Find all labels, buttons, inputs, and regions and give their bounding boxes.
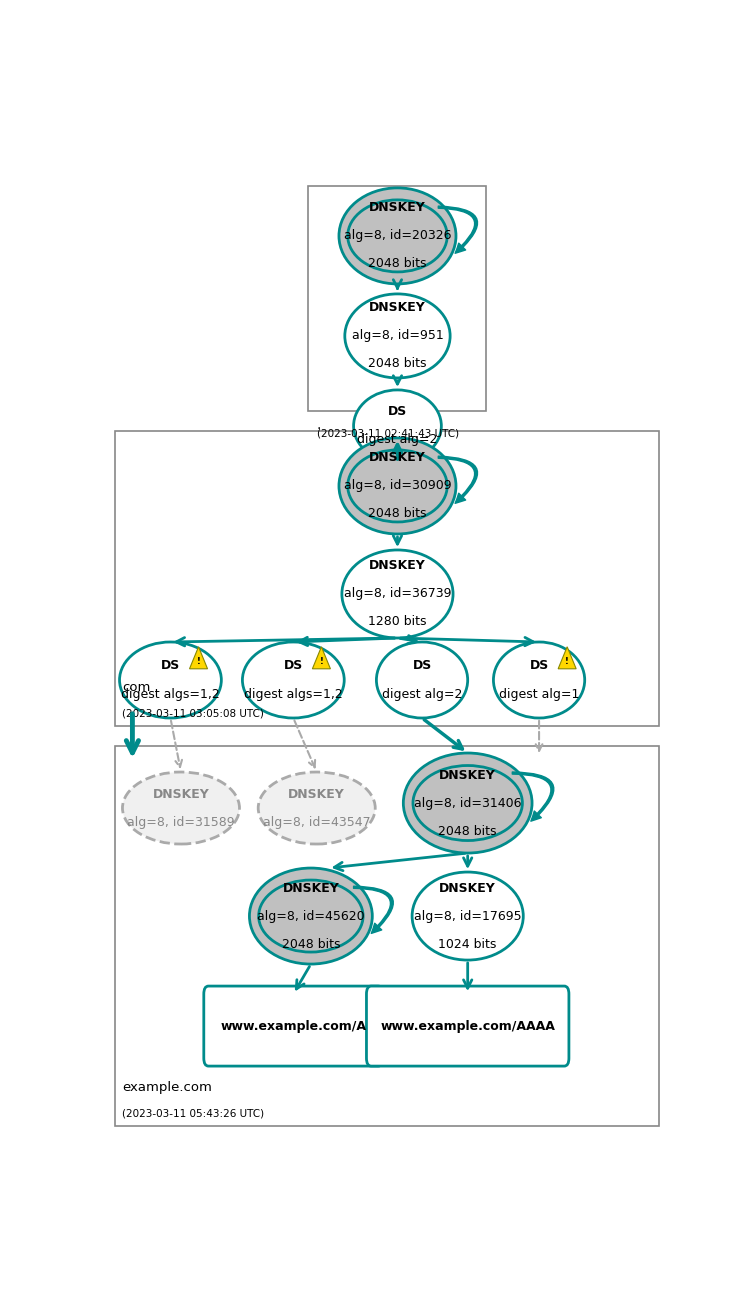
- FancyArrowPatch shape: [438, 456, 477, 503]
- Text: digest algs=1,2: digest algs=1,2: [244, 687, 343, 700]
- Text: 2048 bits: 2048 bits: [368, 257, 427, 270]
- Ellipse shape: [403, 753, 532, 853]
- Text: 2048 bits: 2048 bits: [439, 825, 497, 838]
- Text: DNSKEY: DNSKEY: [153, 787, 209, 800]
- Text: DNSKEY: DNSKEY: [369, 301, 426, 314]
- Text: (2023-03-11 02:41:43 UTC): (2023-03-11 02:41:43 UTC): [317, 429, 459, 439]
- Ellipse shape: [119, 642, 221, 718]
- Text: digest algs=1,2: digest algs=1,2: [121, 687, 220, 700]
- Text: DNSKEY: DNSKEY: [282, 882, 339, 895]
- Text: DS: DS: [529, 660, 549, 673]
- Text: 1280 bits: 1280 bits: [368, 616, 427, 629]
- Bar: [115, 431, 659, 726]
- Text: (2023-03-11 05:43:26 UTC): (2023-03-11 05:43:26 UTC): [122, 1108, 264, 1118]
- Text: 2048 bits: 2048 bits: [282, 938, 340, 951]
- Ellipse shape: [377, 642, 467, 718]
- Text: alg=8, id=951: alg=8, id=951: [352, 330, 443, 343]
- Text: alg=8, id=31406: alg=8, id=31406: [414, 796, 522, 809]
- Bar: [308, 186, 486, 410]
- Text: DNSKEY: DNSKEY: [439, 882, 496, 895]
- Ellipse shape: [249, 868, 372, 964]
- Ellipse shape: [412, 872, 523, 960]
- Text: DNSKEY: DNSKEY: [369, 201, 426, 214]
- Text: example.com: example.com: [122, 1081, 211, 1094]
- Text: DNSKEY: DNSKEY: [288, 787, 345, 800]
- FancyBboxPatch shape: [204, 986, 383, 1066]
- Text: !: !: [565, 656, 569, 665]
- Text: DS: DS: [161, 660, 180, 673]
- Ellipse shape: [339, 438, 456, 534]
- Text: alg=8, id=45620: alg=8, id=45620: [257, 909, 365, 922]
- Text: .: .: [317, 418, 321, 433]
- Polygon shape: [313, 647, 331, 669]
- Bar: [115, 746, 659, 1126]
- Text: www.example.com/A: www.example.com/A: [220, 1020, 366, 1033]
- Text: !: !: [196, 656, 201, 665]
- Text: digest alg=1: digest alg=1: [499, 687, 579, 700]
- Ellipse shape: [339, 188, 456, 284]
- Polygon shape: [190, 647, 208, 669]
- Text: www.example.com/AAAA: www.example.com/AAAA: [381, 1020, 555, 1033]
- Text: DS: DS: [412, 660, 432, 673]
- Ellipse shape: [353, 390, 442, 462]
- Text: 2048 bits: 2048 bits: [368, 357, 427, 370]
- Ellipse shape: [258, 772, 375, 844]
- FancyArrowPatch shape: [513, 772, 554, 821]
- Text: alg=8, id=31589: alg=8, id=31589: [127, 816, 235, 829]
- Ellipse shape: [345, 294, 450, 378]
- Ellipse shape: [494, 642, 584, 718]
- Ellipse shape: [122, 772, 239, 844]
- Text: alg=8, id=30909: alg=8, id=30909: [344, 479, 451, 492]
- Text: 2048 bits: 2048 bits: [368, 508, 427, 521]
- FancyBboxPatch shape: [366, 986, 569, 1066]
- Text: alg=8, id=36739: alg=8, id=36739: [344, 587, 451, 600]
- Text: DNSKEY: DNSKEY: [369, 452, 426, 465]
- Text: digest alg=2: digest alg=2: [382, 687, 462, 700]
- Text: com: com: [122, 681, 150, 694]
- Text: alg=8, id=43547: alg=8, id=43547: [263, 816, 371, 829]
- Text: DNSKEY: DNSKEY: [369, 560, 426, 573]
- Text: !: !: [319, 656, 323, 665]
- Polygon shape: [558, 647, 576, 669]
- Text: DS: DS: [388, 405, 407, 418]
- Text: 1024 bits: 1024 bits: [439, 938, 497, 951]
- Text: DS: DS: [284, 660, 303, 673]
- Text: (2023-03-11 03:05:08 UTC): (2023-03-11 03:05:08 UTC): [122, 708, 263, 718]
- FancyArrowPatch shape: [438, 207, 477, 253]
- Ellipse shape: [242, 642, 344, 718]
- FancyArrowPatch shape: [353, 886, 393, 934]
- Text: digest alg=2: digest alg=2: [357, 434, 438, 447]
- Ellipse shape: [342, 549, 453, 638]
- Text: DNSKEY: DNSKEY: [439, 769, 496, 782]
- Text: alg=8, id=17695: alg=8, id=17695: [414, 909, 522, 922]
- Text: alg=8, id=20326: alg=8, id=20326: [344, 230, 451, 243]
